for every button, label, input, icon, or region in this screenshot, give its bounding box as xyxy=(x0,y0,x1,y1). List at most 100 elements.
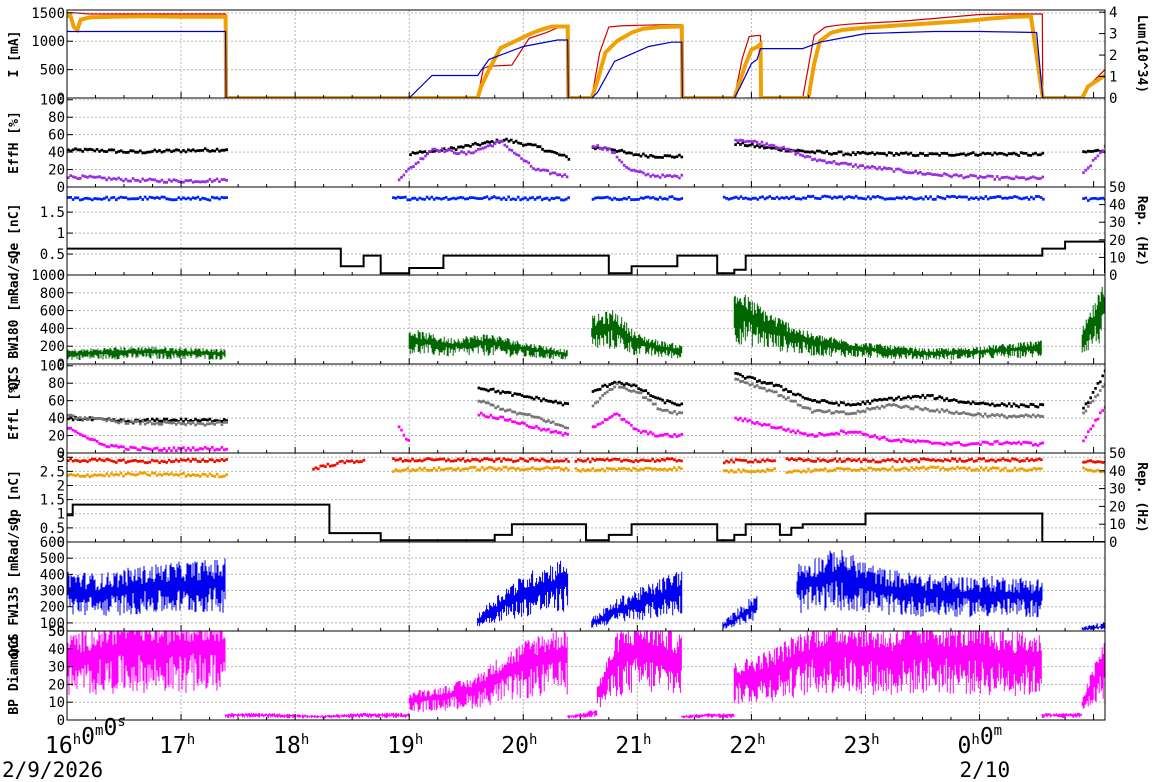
y-tick-label-qcsBW-2: 400 xyxy=(40,321,65,337)
y2-tick-label-current-4: 4 xyxy=(1109,5,1117,21)
date-label-1: 2/10 xyxy=(960,758,1011,782)
plot-area-current xyxy=(67,12,1105,98)
series-qp-1-points-2 xyxy=(574,466,683,473)
y2-axis-label-qe: Rep. (Hz) xyxy=(1134,196,1149,266)
series-qp-0-points-2 xyxy=(392,457,570,463)
y-tick-label-qcsFW-2: 200 xyxy=(40,600,65,616)
panel-current: 0 500 1000 1500 0 1 2 3 4 Lum(10^34) I [mA] xyxy=(7,5,1149,107)
y-tick-label-effH-4: 80 xyxy=(48,110,65,126)
y-tick-label-effL-3: 60 xyxy=(48,394,65,410)
series-bp-0-bars-3 xyxy=(567,710,598,719)
series-effL-2-points-2 xyxy=(477,411,569,437)
series-qcsFW-0-bars-2 xyxy=(591,571,683,628)
plot-area-qcsBW xyxy=(67,286,1105,360)
y-tick-label-effL-4: 80 xyxy=(48,376,65,392)
y-tick-label-effH-1: 20 xyxy=(48,163,65,179)
y-tick-label-bp-3: 30 xyxy=(48,660,65,676)
series-qp-2 xyxy=(67,503,1105,542)
series-qe-0-points-1 xyxy=(392,195,570,202)
series-effH-0-points-1 xyxy=(409,137,571,161)
series-qp-1-points-4 xyxy=(785,465,1043,474)
plot-area-bp xyxy=(67,631,1105,719)
series-effH-1-points-0 xyxy=(67,174,228,184)
y-tick-label-current-1: 500 xyxy=(40,63,65,79)
y-tick-label-qcsFW-0: 50 xyxy=(48,624,65,640)
y-axis-label-qe: Qe [nC] xyxy=(7,204,22,259)
y-tick-label-qcsBW-1: 200 xyxy=(40,339,65,355)
plot-area-effL xyxy=(67,369,1105,453)
y-tick-label-effL-0: 0 xyxy=(57,446,65,462)
series-bp-0-bars-4 xyxy=(596,631,682,708)
y-tick-label-qp-2: 1 xyxy=(57,507,65,523)
series-effH-0 xyxy=(67,137,1105,161)
y-tick-label-current-2: 1000 xyxy=(31,34,65,50)
y-tick-label-qp-0: 0 xyxy=(57,535,65,551)
series-qcsBW-0-bars-3 xyxy=(733,294,1042,360)
y-tick-label-current-0: 0 xyxy=(57,91,65,107)
y-tick-label-qcsFW-6: 600 xyxy=(40,535,65,551)
x-tick-label-6: 22h xyxy=(729,732,765,759)
series-qe-0 xyxy=(67,194,1105,202)
panel-frame xyxy=(66,97,1106,188)
series-qcsFW-0 xyxy=(67,550,1105,631)
x-tick-label-2: 18h xyxy=(273,732,309,759)
series-effH-0-points-3 xyxy=(734,141,1045,157)
series-qp-0-points-1 xyxy=(312,458,366,471)
y2-axis-label-qp: Rep. (Hz) xyxy=(1134,462,1149,532)
y-tick-label-qe-2: 1 xyxy=(57,226,65,242)
y-tick-label-qe-3: 1.5 xyxy=(40,205,65,221)
y-tick-label-bp-0: 0 xyxy=(57,713,65,729)
y2-axis-label-current: Lum(10^34) xyxy=(1134,15,1149,93)
y2-tick-label-current-3: 3 xyxy=(1109,27,1117,43)
y-tick-label-qcsFW-1: 100 xyxy=(40,616,65,632)
series-effL-2-points-4 xyxy=(734,416,1045,447)
y-axis-label-bp: BP Diamond xyxy=(7,636,22,714)
x-tick-label-5: 21h xyxy=(615,732,651,759)
series-qcsBW-0-bars-4 xyxy=(1081,286,1105,353)
series-effL-0-points-1 xyxy=(477,386,569,407)
series-qe-0-points-4 xyxy=(1082,196,1105,202)
series-qcsBW-0 xyxy=(67,286,1105,360)
series-qp-0-points-0 xyxy=(67,457,228,465)
series-qcsFW-0-bars-3 xyxy=(722,596,758,630)
series-qcsFW-0-bars-1 xyxy=(477,560,569,627)
series-qp-1-points-5 xyxy=(1082,466,1105,474)
y-tick-label-qp-1: 0.5 xyxy=(40,521,65,537)
series-bp-0-bars-1 xyxy=(225,712,410,719)
series-bp-0-bars-6 xyxy=(733,631,1042,704)
y-tick-label-qcsBW-5: 1000 xyxy=(31,268,65,284)
panel-frame xyxy=(66,363,1106,454)
y-tick-label-qcsBW-0: 0 xyxy=(57,357,65,373)
y-tick-label-qcsFW-4: 400 xyxy=(40,567,65,583)
y-tick-label-qcsFW-3: 300 xyxy=(40,584,65,600)
series-effL-0-points-3 xyxy=(734,372,1045,409)
series-effH-1 xyxy=(67,138,1105,184)
y2-tick-label-current-0: 0 xyxy=(1109,91,1117,107)
series-qp-0-points-4 xyxy=(722,458,776,465)
y-tick-label-qcsBW-4: 800 xyxy=(40,286,65,302)
y2-tick-label-qp-4: 40 xyxy=(1109,464,1126,480)
series-effH-0-points-2 xyxy=(591,146,684,159)
series-bp-0-bars-0 xyxy=(67,631,226,695)
series-qe-1 xyxy=(67,240,1105,275)
series-qe-0-points-3 xyxy=(722,194,1045,201)
y-axis-label-effL: EffL [%] xyxy=(7,377,22,440)
y-tick-label-bp-5: 50 xyxy=(48,624,65,640)
y2-tick-label-qe-1: 10 xyxy=(1109,250,1126,266)
y-tick-label-bp-1: 10 xyxy=(48,695,65,711)
date-label-0: 2/9/2026 xyxy=(2,758,103,782)
series-effL-0 xyxy=(67,369,1105,425)
series-qp-1-points-3 xyxy=(722,467,776,474)
y2-tick-label-qe-3: 30 xyxy=(1109,215,1126,231)
x-tick-label-1: 17h xyxy=(159,732,195,759)
y-tick-label-effL-2: 40 xyxy=(48,411,65,427)
series-effL-1-points-3 xyxy=(734,377,1045,420)
y-tick-label-effH-3: 60 xyxy=(48,128,65,144)
y-axis-label-qcsBW: QCS BW180 [mRad/s] xyxy=(7,249,22,390)
plot-area-qcsFW xyxy=(67,550,1105,631)
